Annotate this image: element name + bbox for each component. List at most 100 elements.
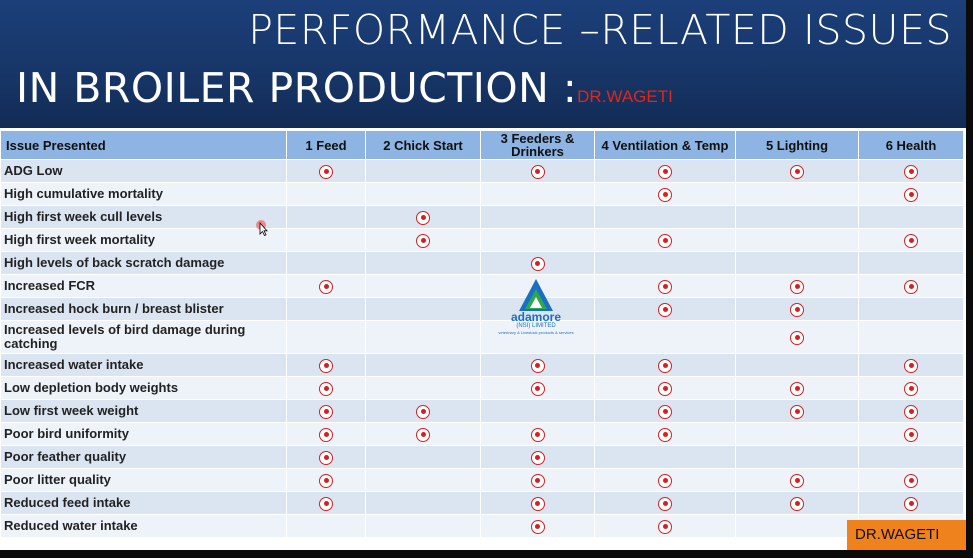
adamore-logo: adamore (NSI) LIMITED veterinary & Lives… xyxy=(490,278,582,340)
issue-cell: Low depletion body weights xyxy=(0,376,287,400)
mark-cell xyxy=(480,491,595,515)
mark-cell xyxy=(480,205,595,229)
circle-dot-icon xyxy=(416,210,430,225)
header-feeders-drinkers: 3 Feeders & Drinkers xyxy=(480,130,595,160)
mark-cell xyxy=(594,514,736,538)
mark-cell xyxy=(480,353,595,377)
title-author: DR.WAGETI xyxy=(577,87,673,106)
issue-cell: Increased FCR xyxy=(0,274,287,298)
table-row: Poor litter quality xyxy=(0,468,964,492)
mark-cell xyxy=(365,205,481,229)
circle-dot-icon xyxy=(904,404,918,419)
circle-dot-icon xyxy=(530,164,545,179)
slide-title-line2: IN BROILER PRODUCTION :DR.WAGETI xyxy=(16,64,673,112)
table-row: ADG Low xyxy=(0,159,964,183)
circle-dot-icon xyxy=(319,381,333,396)
slide: PERFORMANCE –RELATED ISSUES IN BROILER P… xyxy=(0,0,966,550)
mark-cell xyxy=(735,422,859,446)
slide-title-text: IN BROILER PRODUCTION : xyxy=(16,64,578,112)
circle-dot-icon xyxy=(658,164,672,179)
mark-cell xyxy=(480,228,595,252)
circle-dot-icon xyxy=(319,279,333,294)
circle-dot-icon xyxy=(658,381,672,396)
issue-cell: High cumulative mortality xyxy=(0,182,287,206)
mark-cell xyxy=(594,320,736,354)
mark-cell xyxy=(365,445,481,469)
mark-cell xyxy=(735,159,859,183)
mark-cell xyxy=(735,251,859,275)
circle-dot-icon xyxy=(658,233,672,248)
mark-cell xyxy=(480,399,595,423)
header-ventilation-temp: 4 Ventilation & Temp xyxy=(594,130,736,160)
issue-cell: ADG Low xyxy=(0,159,287,183)
circle-dot-icon xyxy=(904,187,918,202)
circle-dot-icon xyxy=(790,496,804,511)
mark-cell xyxy=(735,491,859,515)
logo-subtitle: (NSI) LIMITED xyxy=(516,323,556,329)
circle-dot-icon xyxy=(530,358,545,373)
circle-dot-icon xyxy=(416,404,430,419)
circle-dot-icon xyxy=(904,381,918,396)
window-frame-right xyxy=(966,0,973,558)
issue-cell: High levels of back scratch damage xyxy=(0,251,287,275)
mark-cell xyxy=(480,422,595,446)
mark-cell xyxy=(735,205,859,229)
mark-cell xyxy=(735,274,859,298)
author-watermark: DR.WAGETI xyxy=(847,520,966,550)
issue-cell: Poor feather quality xyxy=(0,445,287,469)
header-feed: 1 Feed xyxy=(286,130,366,160)
circle-dot-icon xyxy=(319,358,333,373)
circle-dot-icon xyxy=(530,519,545,534)
mark-cell xyxy=(286,251,366,275)
slide-title-line1: PERFORMANCE –RELATED ISSUES xyxy=(248,6,952,54)
mark-cell xyxy=(286,159,366,183)
mark-cell xyxy=(858,228,964,252)
circle-dot-icon xyxy=(658,302,672,317)
issue-cell: Reduced feed intake xyxy=(0,491,287,515)
mark-cell xyxy=(286,353,366,377)
logo-tagline: veterinary & Livestock products & servic… xyxy=(498,330,574,335)
mark-cell xyxy=(858,297,964,321)
table-row: Poor feather quality xyxy=(0,445,964,469)
circle-dot-icon xyxy=(319,164,333,179)
header-health: 6 Health xyxy=(858,130,964,160)
mark-cell xyxy=(480,376,595,400)
circle-dot-icon xyxy=(658,187,672,202)
table-row: High first week cull levels xyxy=(0,205,964,229)
circle-dot-icon xyxy=(904,496,918,511)
table-row: Reduced water intake xyxy=(0,514,964,538)
mark-cell xyxy=(286,228,366,252)
mark-cell xyxy=(365,274,481,298)
mark-cell xyxy=(594,468,736,492)
mark-cell xyxy=(735,399,859,423)
mark-cell xyxy=(365,182,481,206)
circle-dot-icon xyxy=(658,279,672,294)
mark-cell xyxy=(365,376,481,400)
mark-cell xyxy=(858,353,964,377)
mark-cell xyxy=(858,376,964,400)
mark-cell xyxy=(735,376,859,400)
table-row: Increased hock burn / breast blister xyxy=(0,297,964,321)
table-row: Low first week weight xyxy=(0,399,964,423)
mark-cell xyxy=(286,468,366,492)
table-row: High levels of back scratch damage xyxy=(0,251,964,275)
circle-dot-icon xyxy=(530,256,545,271)
mark-cell xyxy=(365,251,481,275)
table-row: Low depletion body weights xyxy=(0,376,964,400)
circle-dot-icon xyxy=(416,427,430,442)
circle-dot-icon xyxy=(530,473,545,488)
circle-dot-icon xyxy=(416,233,430,248)
mark-cell xyxy=(735,445,859,469)
mark-cell xyxy=(480,514,595,538)
mark-cell xyxy=(286,205,366,229)
circle-dot-icon xyxy=(319,473,333,488)
circle-dot-icon xyxy=(790,404,804,419)
mark-cell xyxy=(365,353,481,377)
mark-cell xyxy=(286,274,366,298)
circle-dot-icon xyxy=(319,427,333,442)
mark-cell xyxy=(480,445,595,469)
circle-dot-icon xyxy=(790,279,804,294)
table-row: Reduced feed intake xyxy=(0,491,964,515)
mark-cell xyxy=(735,468,859,492)
mark-cell xyxy=(286,445,366,469)
